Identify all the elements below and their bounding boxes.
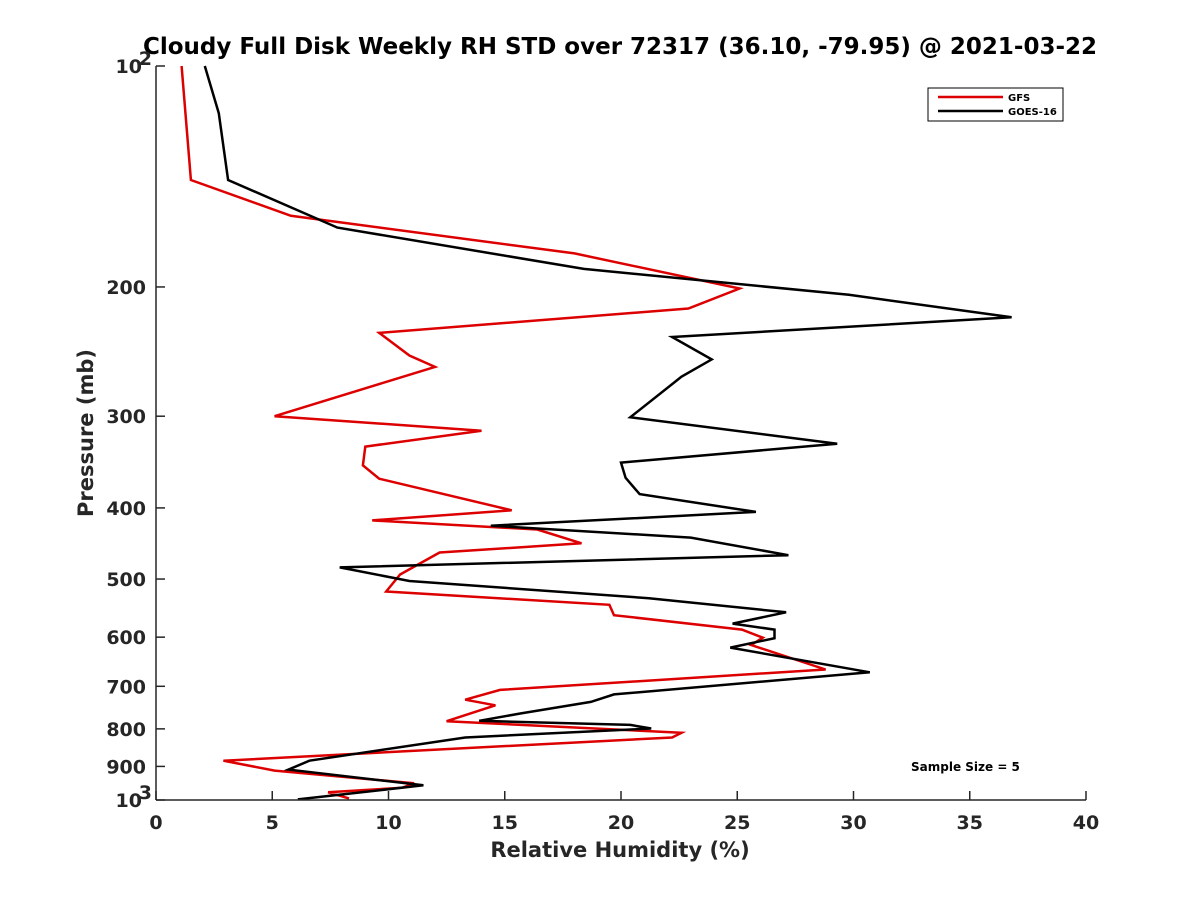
x-tick-label: 0	[149, 812, 162, 834]
x-axis-label: Relative Humidity (%)	[490, 838, 749, 862]
legend-box	[927, 87, 1064, 122]
x-tick-label: 10	[375, 812, 401, 834]
y-tick-exponent: 2	[139, 48, 152, 70]
y-tick-label: 200	[106, 277, 146, 299]
y-axis-label: Pressure (mb)	[74, 349, 98, 517]
legend: GFS GOES-16	[927, 87, 1064, 122]
x-tick-label: 20	[608, 812, 634, 834]
y-tick-label: 500	[106, 569, 146, 591]
legend-items: GFS GOES-16	[938, 93, 1057, 118]
x-tick-label: 35	[957, 812, 983, 834]
legend-label: GOES-16	[1008, 107, 1057, 118]
plot-frame	[156, 66, 1086, 800]
sample-size-annotation: Sample Size = 5	[911, 760, 1020, 774]
chart-title: Cloudy Full Disk Weekly RH STD over 7231…	[143, 34, 1097, 60]
y-tick-label: 900	[106, 756, 146, 778]
legend-label: GFS	[1008, 93, 1030, 104]
x-tick-label: 40	[1073, 812, 1099, 834]
y-tick-label: 300	[106, 406, 146, 428]
x-tick-label: 30	[840, 812, 866, 834]
series-layer	[180, 65, 1012, 801]
x-ticks: 0 5 10 15 20 25 30 35 40	[149, 791, 1099, 834]
x-tick-label: 5	[266, 812, 279, 834]
y-tick-label: 400	[106, 498, 146, 520]
plot-area: 0 5 10 15 20 25 30 35 40 10220030040050060070080…	[106, 48, 1099, 834]
y-tick-label: 800	[106, 719, 146, 741]
x-tick-label: 25	[724, 812, 750, 834]
y-tick-label: 700	[106, 676, 146, 698]
series-line-goes-16	[203, 65, 1012, 801]
y-tick-label: 10	[116, 790, 142, 812]
y-tick-label: 600	[106, 627, 146, 649]
series-line-gfs	[180, 65, 826, 800]
y-tick-exponent: 3	[139, 782, 152, 804]
y-tick-label: 10	[116, 56, 142, 78]
x-tick-label: 15	[492, 812, 518, 834]
